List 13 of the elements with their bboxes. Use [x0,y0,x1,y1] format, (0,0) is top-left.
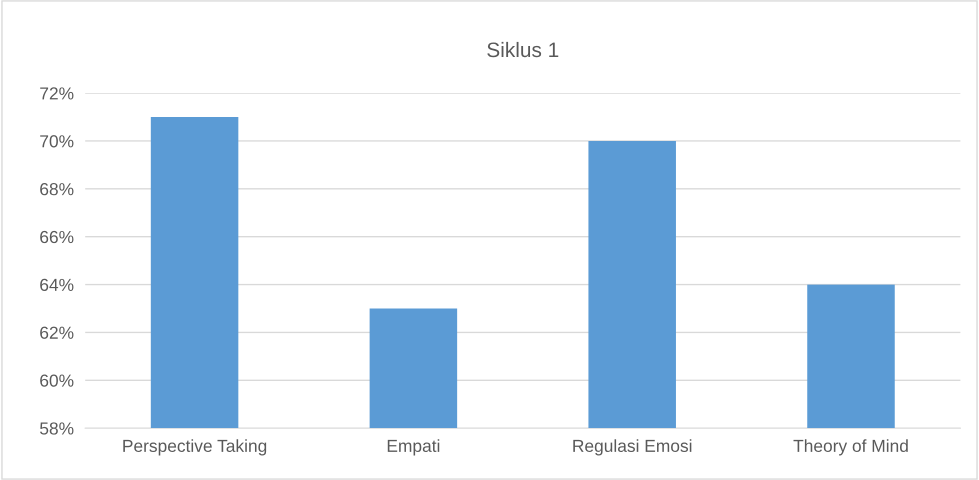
y-tick-label: 66% [40,230,74,244]
x-tick-label: Regulasi Emosi [573,439,692,456]
y-tick-label: 64% [40,278,74,292]
x-tick-label: Theory of Mind [793,439,908,456]
y-tick-label: 60% [40,374,74,387]
chart-title: Siklus 1 [487,42,558,58]
y-tick-label: 68% [40,183,74,196]
y-tick-label: 70% [40,135,74,148]
x-tick-label: Perspective Taking [123,439,266,456]
y-tick-label: 72% [40,87,74,100]
y-tick-label: 62% [40,326,74,339]
x-tick-label: Empati [388,439,440,456]
y-tick-label: 58% [40,422,74,435]
